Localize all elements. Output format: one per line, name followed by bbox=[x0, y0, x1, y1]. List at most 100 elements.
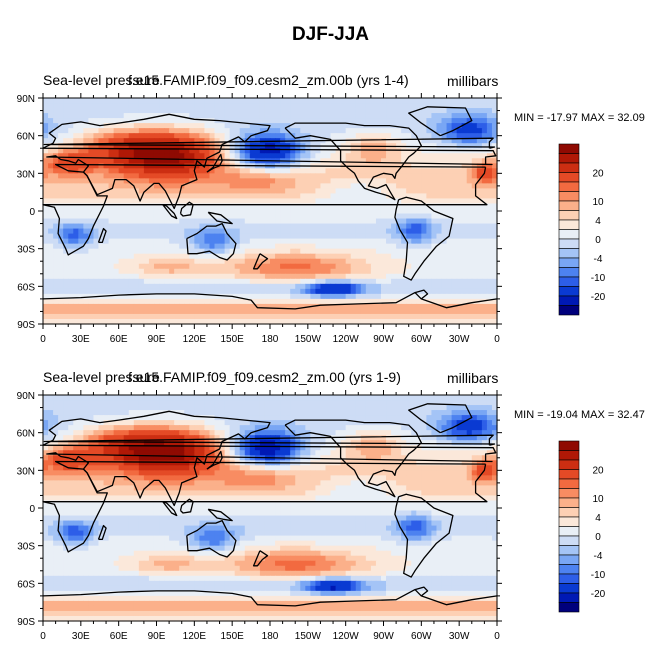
field-cell bbox=[88, 118, 95, 124]
field-cell bbox=[285, 113, 291, 119]
field-cell bbox=[436, 118, 443, 124]
field-cell bbox=[189, 158, 195, 164]
field-cell bbox=[199, 183, 206, 189]
field-cell bbox=[320, 153, 327, 159]
field-cell bbox=[98, 168, 105, 174]
field-cell bbox=[224, 405, 231, 411]
field-cell bbox=[315, 420, 322, 426]
field-cell bbox=[345, 400, 352, 406]
field-cell bbox=[295, 395, 301, 401]
field-cell bbox=[350, 113, 357, 119]
field-cell bbox=[194, 138, 200, 144]
field-cell bbox=[88, 178, 95, 184]
field-cell bbox=[174, 178, 180, 184]
field-cell bbox=[264, 173, 271, 179]
field-cell bbox=[153, 128, 160, 134]
field-cell bbox=[204, 153, 211, 159]
field-cell bbox=[466, 395, 473, 401]
figure-title: DJF-JJA bbox=[291, 24, 370, 45]
field-cell bbox=[88, 158, 95, 164]
field-cell bbox=[320, 128, 327, 134]
field-cell bbox=[148, 405, 155, 411]
field-cell bbox=[476, 138, 483, 144]
field-cell bbox=[58, 410, 64, 416]
field-cell bbox=[456, 178, 463, 184]
field-cell bbox=[360, 103, 367, 109]
field-cell bbox=[295, 98, 301, 104]
field-cell bbox=[58, 133, 64, 139]
field-cell bbox=[396, 133, 402, 139]
field-cell bbox=[426, 98, 433, 104]
field-cell bbox=[48, 118, 54, 124]
field-cell bbox=[199, 133, 206, 139]
field-cell bbox=[123, 430, 130, 436]
field-cell bbox=[43, 153, 49, 159]
field-cell bbox=[365, 128, 372, 134]
field-cell bbox=[325, 153, 332, 159]
field-cell bbox=[254, 113, 261, 119]
field-cell bbox=[179, 128, 185, 134]
field-cell bbox=[224, 128, 231, 134]
field-cell bbox=[325, 133, 332, 139]
field-cell bbox=[481, 138, 488, 144]
field-cell bbox=[290, 153, 296, 159]
field-cell bbox=[310, 405, 316, 411]
field-cell bbox=[63, 425, 69, 431]
field-cell bbox=[355, 123, 362, 129]
field-cell bbox=[234, 108, 241, 114]
field-cell bbox=[103, 108, 110, 114]
field-cell bbox=[88, 98, 95, 104]
field-cell bbox=[169, 113, 175, 119]
field-cell bbox=[411, 178, 417, 184]
field-cell bbox=[249, 148, 256, 154]
field-cell bbox=[194, 163, 200, 169]
field-cell bbox=[456, 123, 463, 129]
field-cell bbox=[98, 98, 105, 104]
field-cell bbox=[295, 148, 301, 154]
field-cell bbox=[98, 395, 105, 401]
field-cell bbox=[340, 118, 347, 124]
field-cell bbox=[441, 113, 448, 119]
field-cell bbox=[411, 183, 417, 189]
field-cell bbox=[290, 148, 296, 154]
field-cell bbox=[481, 415, 488, 421]
field-cell bbox=[214, 103, 221, 109]
field-cell bbox=[406, 400, 412, 406]
field-cell bbox=[118, 113, 125, 119]
field-cell bbox=[83, 153, 89, 159]
field-cell bbox=[275, 128, 281, 134]
field-cell bbox=[471, 163, 478, 169]
field-cell bbox=[153, 168, 160, 174]
field-cell bbox=[310, 128, 316, 134]
field-cell bbox=[244, 128, 251, 134]
field-cell bbox=[153, 118, 160, 124]
field-cell bbox=[184, 143, 190, 149]
field-cell bbox=[406, 138, 412, 144]
field-cell bbox=[63, 410, 69, 416]
field-cell bbox=[53, 405, 59, 411]
field-cell bbox=[270, 98, 276, 104]
field-cell bbox=[123, 173, 130, 179]
field-cell bbox=[214, 98, 221, 104]
field-cell bbox=[401, 400, 407, 406]
field-cell bbox=[280, 410, 286, 416]
field-cell bbox=[466, 163, 473, 169]
field-cell bbox=[93, 123, 100, 129]
field-cell bbox=[380, 158, 387, 164]
field-cell bbox=[194, 183, 200, 189]
field-cell bbox=[174, 163, 180, 169]
field-cell bbox=[416, 410, 422, 416]
field-cell bbox=[325, 430, 332, 436]
field-cell bbox=[209, 435, 216, 441]
field-cell bbox=[184, 148, 190, 154]
field-cell bbox=[416, 395, 422, 401]
field-cell bbox=[43, 415, 49, 421]
field-cell bbox=[380, 148, 387, 154]
field-cell bbox=[83, 143, 89, 149]
field-cell bbox=[466, 103, 473, 109]
field-cell bbox=[53, 395, 59, 401]
field-cell bbox=[164, 415, 170, 421]
field-cell bbox=[315, 113, 322, 119]
field-cell bbox=[285, 133, 291, 139]
field-cell bbox=[133, 138, 140, 144]
